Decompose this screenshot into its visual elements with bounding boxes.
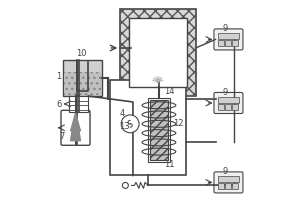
Bar	[120, 9, 196, 96]
Text: 12: 12	[173, 119, 184, 128]
Text: 9: 9	[223, 167, 228, 176]
Text: 4: 4	[120, 109, 125, 118]
Polygon shape	[70, 113, 80, 141]
Bar	[218, 97, 239, 103]
FancyBboxPatch shape	[214, 172, 243, 193]
Bar	[218, 183, 224, 189]
Text: 13: 13	[119, 122, 130, 131]
Bar	[64, 72, 101, 95]
Text: 11: 11	[164, 160, 174, 169]
Text: 1: 1	[56, 72, 61, 81]
FancyBboxPatch shape	[214, 92, 243, 114]
Text: 9: 9	[223, 88, 228, 97]
Bar	[232, 183, 239, 189]
Bar	[63, 60, 102, 96]
Text: 10: 10	[76, 49, 87, 58]
Bar	[225, 104, 231, 110]
Bar	[218, 104, 224, 110]
Circle shape	[121, 115, 139, 133]
Text: 14: 14	[164, 87, 174, 96]
Bar	[218, 33, 239, 39]
Bar	[110, 80, 186, 175]
Bar	[69, 96, 88, 112]
Bar	[232, 40, 239, 46]
Bar	[232, 104, 239, 110]
FancyBboxPatch shape	[61, 110, 90, 145]
Bar	[129, 18, 187, 87]
Circle shape	[122, 182, 128, 188]
Bar	[225, 40, 231, 46]
Text: 6: 6	[56, 100, 61, 109]
Bar	[218, 40, 224, 46]
Bar	[148, 98, 170, 162]
Bar	[218, 176, 239, 182]
Text: 9: 9	[223, 24, 228, 33]
Bar	[150, 100, 168, 160]
FancyBboxPatch shape	[214, 29, 243, 50]
Bar	[225, 183, 231, 189]
Text: 7: 7	[59, 132, 64, 141]
Bar	[120, 9, 196, 96]
